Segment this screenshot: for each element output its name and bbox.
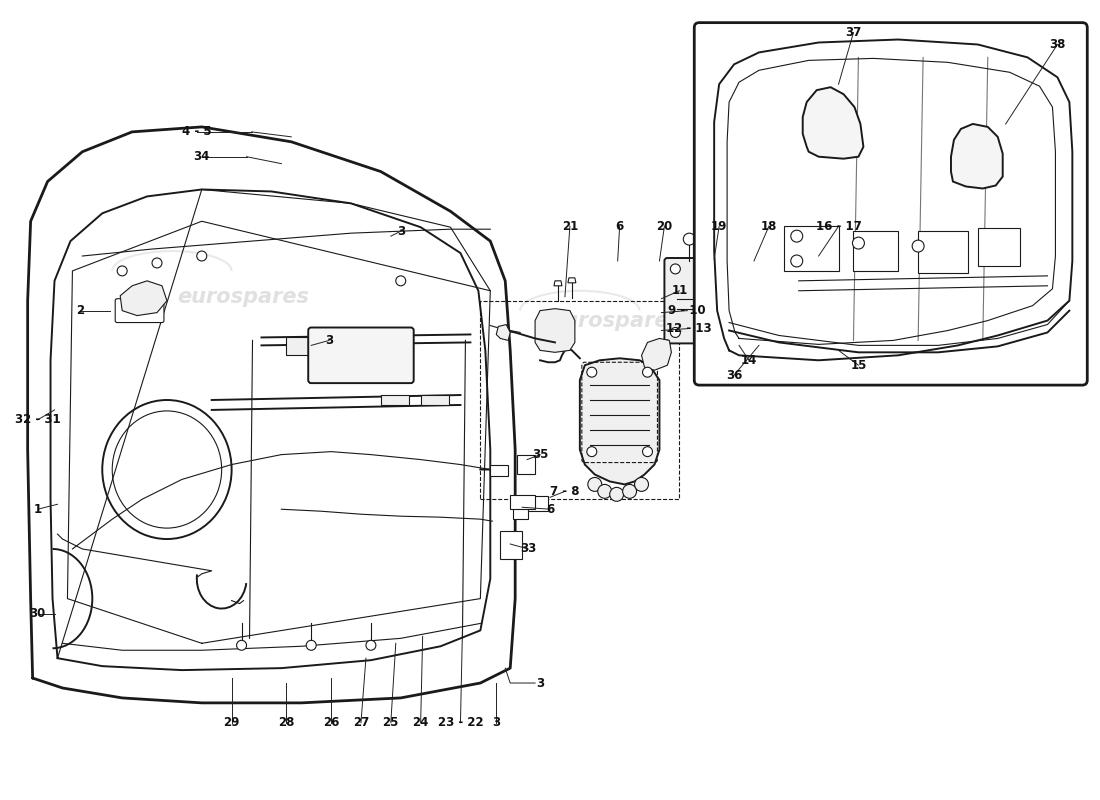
Circle shape	[713, 233, 725, 245]
Polygon shape	[580, 358, 659, 485]
Circle shape	[791, 230, 803, 242]
Bar	[491, 465, 508, 477]
Circle shape	[118, 266, 128, 276]
Circle shape	[152, 258, 162, 268]
Text: eurospares: eurospares	[880, 351, 986, 370]
Text: 37: 37	[845, 26, 861, 39]
Text: 25: 25	[383, 716, 399, 730]
Text: 6: 6	[616, 220, 624, 233]
FancyBboxPatch shape	[744, 253, 835, 348]
Circle shape	[818, 333, 828, 342]
FancyBboxPatch shape	[308, 327, 414, 383]
Circle shape	[670, 264, 680, 274]
Text: 27: 27	[353, 716, 370, 730]
Bar	[500, 531, 522, 559]
Bar	[528, 496, 548, 511]
Bar	[481, 301, 680, 499]
Polygon shape	[568, 278, 576, 283]
Text: 32 - 31: 32 - 31	[14, 414, 60, 426]
Bar	[341, 338, 396, 352]
Text: 3: 3	[397, 225, 405, 238]
Polygon shape	[554, 281, 562, 286]
Circle shape	[586, 367, 597, 377]
Text: eurospares: eurospares	[550, 310, 682, 330]
Text: 3: 3	[492, 716, 500, 730]
Circle shape	[670, 327, 680, 338]
Text: 7 - 8: 7 - 8	[550, 485, 580, 498]
Circle shape	[586, 446, 597, 457]
Text: 20: 20	[657, 220, 672, 233]
Circle shape	[791, 255, 803, 267]
Text: 29: 29	[223, 716, 240, 730]
Polygon shape	[641, 338, 671, 370]
Circle shape	[750, 259, 760, 269]
Circle shape	[852, 237, 865, 249]
Text: 2: 2	[76, 304, 85, 317]
Polygon shape	[496, 325, 510, 341]
Bar	[978, 228, 1020, 266]
Bar	[517, 454, 535, 474]
Circle shape	[683, 233, 695, 245]
FancyBboxPatch shape	[664, 258, 740, 343]
Polygon shape	[535, 309, 575, 352]
Circle shape	[366, 640, 376, 650]
Text: 14: 14	[740, 354, 757, 366]
Text: 35: 35	[532, 448, 548, 461]
Text: 6: 6	[546, 502, 554, 516]
Circle shape	[724, 327, 734, 338]
Text: 33: 33	[520, 542, 536, 555]
Circle shape	[623, 485, 637, 498]
Bar	[918, 231, 968, 273]
Circle shape	[236, 640, 246, 650]
FancyBboxPatch shape	[694, 22, 1087, 385]
Bar	[510, 495, 535, 510]
Polygon shape	[952, 124, 1003, 189]
Bar	[381, 395, 409, 405]
Text: 36: 36	[726, 369, 742, 382]
Bar	[784, 226, 838, 271]
Text: 15: 15	[850, 358, 867, 372]
Circle shape	[635, 478, 649, 491]
Text: 23 - 22: 23 - 22	[438, 716, 483, 730]
Text: 16 - 17: 16 - 17	[816, 220, 861, 233]
Text: 38: 38	[1049, 38, 1066, 51]
Circle shape	[197, 251, 207, 261]
Text: 21: 21	[562, 220, 578, 233]
Bar	[286, 338, 346, 355]
Text: 3: 3	[536, 677, 544, 690]
Text: 34: 34	[194, 150, 210, 163]
Circle shape	[306, 640, 316, 650]
Circle shape	[609, 487, 624, 502]
Text: 11: 11	[671, 284, 688, 298]
Circle shape	[597, 485, 612, 498]
Circle shape	[724, 264, 734, 274]
Bar	[420, 395, 449, 405]
Text: 12 - 13: 12 - 13	[667, 322, 712, 335]
Text: 28: 28	[278, 716, 295, 730]
Text: 4 - 5: 4 - 5	[182, 126, 211, 138]
Text: 30: 30	[30, 607, 46, 620]
Circle shape	[587, 478, 602, 491]
Text: 3: 3	[326, 334, 333, 347]
Text: 1: 1	[33, 502, 42, 516]
Circle shape	[818, 259, 828, 269]
Text: 18: 18	[761, 220, 777, 233]
Circle shape	[642, 367, 652, 377]
Circle shape	[750, 333, 760, 342]
Polygon shape	[120, 281, 167, 315]
FancyBboxPatch shape	[116, 298, 164, 322]
Text: eurospares: eurospares	[177, 286, 309, 306]
Text: 19: 19	[711, 220, 727, 233]
Circle shape	[912, 240, 924, 252]
Text: 26: 26	[323, 716, 339, 730]
Text: 24: 24	[412, 716, 429, 730]
Circle shape	[642, 446, 652, 457]
Bar	[514, 502, 528, 519]
Polygon shape	[803, 87, 864, 158]
Circle shape	[396, 276, 406, 286]
Text: 9 - 10: 9 - 10	[669, 304, 706, 317]
Bar	[854, 231, 899, 271]
